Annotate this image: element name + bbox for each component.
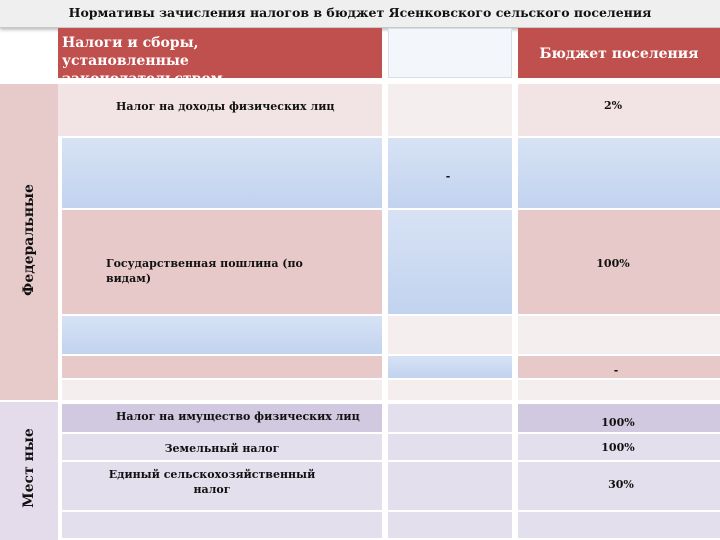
header-taxes-cell — [58, 28, 382, 78]
section-local-cell — [0, 402, 58, 540]
federal-row-1-name: Налог на доходы физических лиц — [116, 100, 335, 113]
local-row-3-name: Единый сельскохозяйственный налог — [108, 468, 316, 496]
table-row-name-cell — [62, 210, 382, 314]
local-row-1-value: 100% — [601, 416, 635, 429]
table-row-blank-cell — [388, 84, 512, 136]
page-title: Нормативы зачисления налогов в бюджет Яс… — [68, 5, 652, 20]
table-row-blank-cell — [388, 462, 512, 510]
section-local-label: Мест ные — [21, 428, 37, 508]
table-row-name-cell — [62, 380, 382, 400]
section-federal-label: Федеральные — [21, 184, 37, 296]
table-row-name-cell — [62, 356, 382, 378]
local-row-2-name: Земельный налог — [164, 442, 280, 455]
federal-row-2-value: - — [445, 170, 451, 183]
federal-row-3-name: Государственная пошлина (по видам) — [106, 257, 303, 285]
title-bar — [0, 0, 720, 28]
table-row-blank-cell — [388, 316, 512, 354]
federal-row-1-value: 2% — [603, 99, 623, 112]
table-row-blank-cell — [388, 210, 512, 314]
table-row-blank-cell — [388, 404, 512, 432]
table-row-value-cell — [518, 404, 720, 432]
table-row-blank-cell — [388, 434, 512, 460]
table-row-blank-cell — [388, 512, 512, 538]
table-row-value-cell — [518, 210, 720, 314]
table-row-value-cell — [518, 84, 720, 136]
table-row-name-cell — [62, 404, 382, 432]
table-row-value-cell — [518, 316, 720, 354]
table-row-name-cell — [58, 84, 382, 136]
table-row-value-cell — [518, 462, 720, 510]
table-row-name-cell — [62, 512, 382, 538]
table-row-name-cell — [62, 316, 382, 354]
header-blank-cell — [388, 28, 512, 78]
table-row-value-cell — [518, 434, 720, 460]
table-row-value-cell — [518, 380, 720, 400]
table-row-value-cell — [518, 138, 720, 208]
local-row-2-value: 100% — [601, 441, 635, 454]
table-row-name-cell — [62, 434, 382, 460]
local-row-3-value: 30% — [608, 478, 634, 491]
header-budget-cell — [518, 28, 720, 78]
section-federal-cell — [0, 84, 58, 400]
header-taxes-label: Налоги и сборы, установленные законодате… — [62, 35, 223, 87]
table-row-blank-cell — [388, 380, 512, 400]
table-row-name-cell — [62, 138, 382, 208]
table-row-blank-cell — [388, 138, 512, 208]
header-budget-label: Бюджет поселения — [539, 46, 699, 62]
table-row-blank-cell — [388, 356, 512, 378]
local-row-1-name: Налог на имущество физических лиц — [116, 410, 360, 423]
federal-row-4-value: - — [613, 364, 619, 377]
table-row-name-cell — [62, 462, 382, 510]
table-row-value-cell — [518, 512, 720, 538]
table-row-value-cell — [518, 356, 720, 378]
federal-row-3-value: 100% — [596, 257, 630, 270]
